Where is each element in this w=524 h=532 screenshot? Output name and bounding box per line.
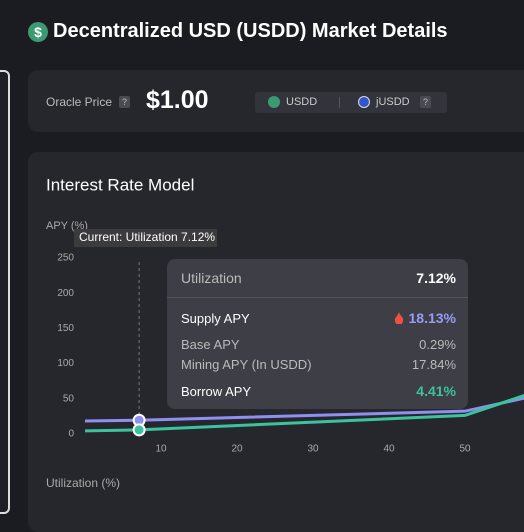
x-tick-label: 20 (231, 444, 243, 455)
fire-icon (394, 312, 403, 325)
oracle-label: Oracle Price (46, 95, 113, 109)
x-tick-label: 10 (155, 444, 167, 455)
current-point (132, 423, 146, 437)
divider (339, 97, 340, 108)
usdd-icon (268, 96, 280, 108)
token-icon: $ (28, 22, 48, 42)
borrow-label: Borrow APY (181, 383, 252, 399)
supply-label: Supply APY (181, 310, 250, 326)
borrow-value: 4.41% (416, 383, 456, 399)
base-label: Base APY (181, 337, 240, 352)
token-switch: USDD jUSDD ? (255, 92, 447, 113)
y-tick-label: 50 (63, 393, 75, 404)
help-icon[interactable]: ? (420, 96, 432, 108)
y-tick-label: 100 (57, 358, 74, 369)
page: $ Decentralized USD (USDD) Market Detail… (0, 20, 524, 532)
mining-value: 17.84% (411, 357, 456, 372)
x-tick-label: 50 (459, 444, 471, 455)
divider (167, 297, 468, 298)
page-title: Decentralized USD (USDD) Market Details (53, 20, 448, 42)
tooltip-title: Utilization (181, 270, 242, 286)
x-tick-label: 40 (383, 444, 395, 455)
current-label: Current: Utilization 7.12% (79, 230, 215, 244)
y-tick-label: 250 (57, 253, 74, 264)
x-tick-label: 30 (307, 444, 319, 455)
y-tick-label: 150 (57, 323, 74, 334)
supply-value: 18.13% (408, 310, 456, 326)
chart-title: Interest Rate Model (46, 175, 194, 194)
y-tick-label: 0 (68, 429, 74, 440)
chart: Interest Rate Model APY (%) Utilization … (46, 175, 524, 490)
series-line (84, 394, 524, 433)
y-axis-label: APY (%) (46, 220, 88, 232)
current-label-bg (74, 229, 217, 247)
jtoken-name[interactable]: jUSDD (376, 96, 410, 108)
base-value: 0.29% (419, 337, 456, 352)
oracle-price: $1.00 (146, 86, 209, 114)
tooltip-value: 7.12% (416, 270, 456, 286)
jusdd-icon (358, 96, 370, 108)
tooltip: Utilization 7.12% Supply APY 18.13% Base A… (167, 259, 468, 409)
help-icon[interactable]: ? (119, 96, 131, 108)
y-tick-label: 200 (57, 288, 74, 299)
x-axis-label: Utilization (%) (46, 476, 120, 490)
mining-label: Mining APY (In USDD) (181, 357, 312, 372)
token-name[interactable]: USDD (286, 96, 318, 108)
oracle-card: Oracle Price ? $1.00 USDD jUSDD ? (28, 70, 524, 132)
